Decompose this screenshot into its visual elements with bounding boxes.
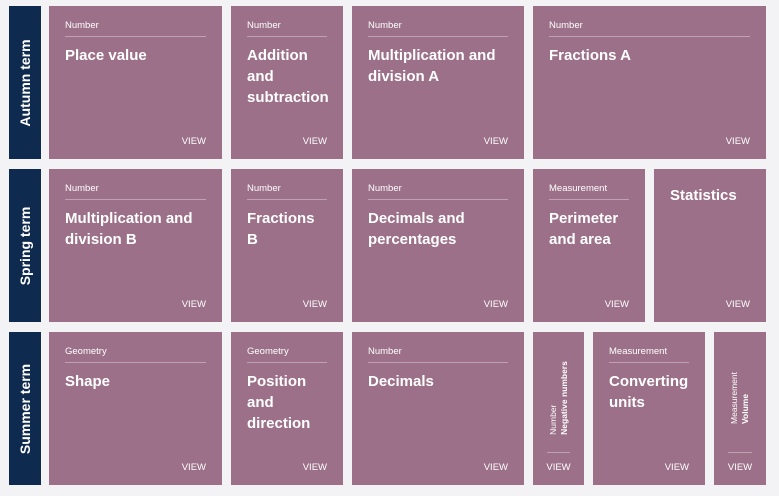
- view-link[interactable]: VIEW: [546, 462, 571, 473]
- topic-title: Multiplication and division A: [368, 47, 496, 85]
- view-link[interactable]: VIEW: [483, 136, 508, 147]
- topic-title: Shape: [65, 373, 111, 390]
- topic-title: Negative numbers: [558, 360, 569, 435]
- topic-category: Number: [549, 20, 750, 37]
- view-link[interactable]: VIEW: [725, 136, 750, 147]
- topic-category: Number: [65, 183, 206, 200]
- topic-title: Position and direction: [247, 373, 311, 432]
- topic-card-multiplication-division-a[interactable]: Number Multiplication and division A VIE…: [352, 6, 524, 159]
- view-link[interactable]: VIEW: [302, 299, 327, 310]
- topic-card-multiplication-division-b[interactable]: Number Multiplication and division B VIE…: [49, 169, 222, 322]
- term-label-autumn: Autumn term: [9, 6, 41, 159]
- topic-title: Converting units: [609, 373, 689, 411]
- topic-title: Perimeter and area: [549, 210, 619, 248]
- topic-category: Number: [65, 20, 206, 37]
- topic-category: Measurement: [549, 183, 629, 200]
- topic-title: Addition and subtraction: [247, 47, 329, 106]
- topic-card-decimals-percentages[interactable]: Number Decimals and percentages VIEW: [352, 169, 524, 322]
- topic-title: Place value: [65, 47, 147, 64]
- topic-card-fractions-b[interactable]: Number Fractions B VIEW: [231, 169, 343, 322]
- topic-title: Decimals and percentages: [368, 210, 465, 248]
- topic-card-addition-subtraction[interactable]: Number Addition and subtraction VIEW: [231, 6, 343, 159]
- term-label-text: Summer term: [17, 363, 33, 454]
- topic-category: Number: [247, 20, 327, 37]
- topic-category: Number: [368, 20, 508, 37]
- view-link[interactable]: VIEW: [181, 462, 206, 473]
- topic-title: Multiplication and division B: [65, 210, 193, 248]
- view-link[interactable]: VIEW: [483, 462, 508, 473]
- topic-category: Measurement: [609, 346, 689, 363]
- topic-card-shape[interactable]: Geometry Shape VIEW: [49, 332, 222, 485]
- topic-card-decimals[interactable]: Number Decimals VIEW: [352, 332, 524, 485]
- topic-card-volume[interactable]: Measurement Volume VIEW: [714, 332, 766, 485]
- view-link[interactable]: VIEW: [727, 462, 753, 473]
- topic-title: Statistics: [670, 187, 737, 204]
- term-label-summer: Summer term: [9, 332, 41, 485]
- view-link[interactable]: VIEW: [181, 299, 206, 310]
- topic-category: Geometry: [247, 346, 327, 363]
- topic-category: Measurement: [729, 371, 739, 424]
- topic-category: Number: [247, 183, 327, 200]
- view-link[interactable]: VIEW: [181, 136, 206, 147]
- term-label-text: Autumn term: [17, 38, 33, 127]
- view-link[interactable]: VIEW: [483, 299, 508, 310]
- view-link[interactable]: VIEW: [302, 136, 327, 147]
- term-label-spring: Spring term: [9, 169, 41, 322]
- topic-card-negative-numbers[interactable]: Number Negative numbers VIEW: [533, 332, 584, 485]
- topic-category: Number: [368, 183, 508, 200]
- divider: [547, 452, 570, 453]
- view-link[interactable]: VIEW: [604, 299, 629, 310]
- topic-category: Geometry: [65, 346, 206, 363]
- view-link[interactable]: VIEW: [664, 462, 689, 473]
- view-link[interactable]: VIEW: [725, 299, 750, 310]
- topic-card-position-direction[interactable]: Geometry Position and direction VIEW: [231, 332, 343, 485]
- topic-card-fractions-a[interactable]: Number Fractions A VIEW: [533, 6, 766, 159]
- topic-category: Number: [547, 404, 558, 435]
- topic-card-statistics[interactable]: Statistics VIEW: [654, 169, 766, 322]
- topic-card-place-value[interactable]: Number Place value VIEW: [49, 6, 222, 159]
- topic-title: Fractions A: [549, 47, 631, 64]
- topic-category: Number: [368, 346, 508, 363]
- term-label-text: Spring term: [17, 206, 33, 285]
- view-link[interactable]: VIEW: [302, 462, 327, 473]
- topic-title: Decimals: [368, 373, 434, 390]
- topic-card-converting-units[interactable]: Measurement Converting units VIEW: [593, 332, 705, 485]
- topic-card-perimeter-area[interactable]: Measurement Perimeter and area VIEW: [533, 169, 645, 322]
- divider: [728, 452, 752, 453]
- topic-title: Volume: [740, 393, 750, 424]
- topic-title: Fractions B: [247, 210, 315, 248]
